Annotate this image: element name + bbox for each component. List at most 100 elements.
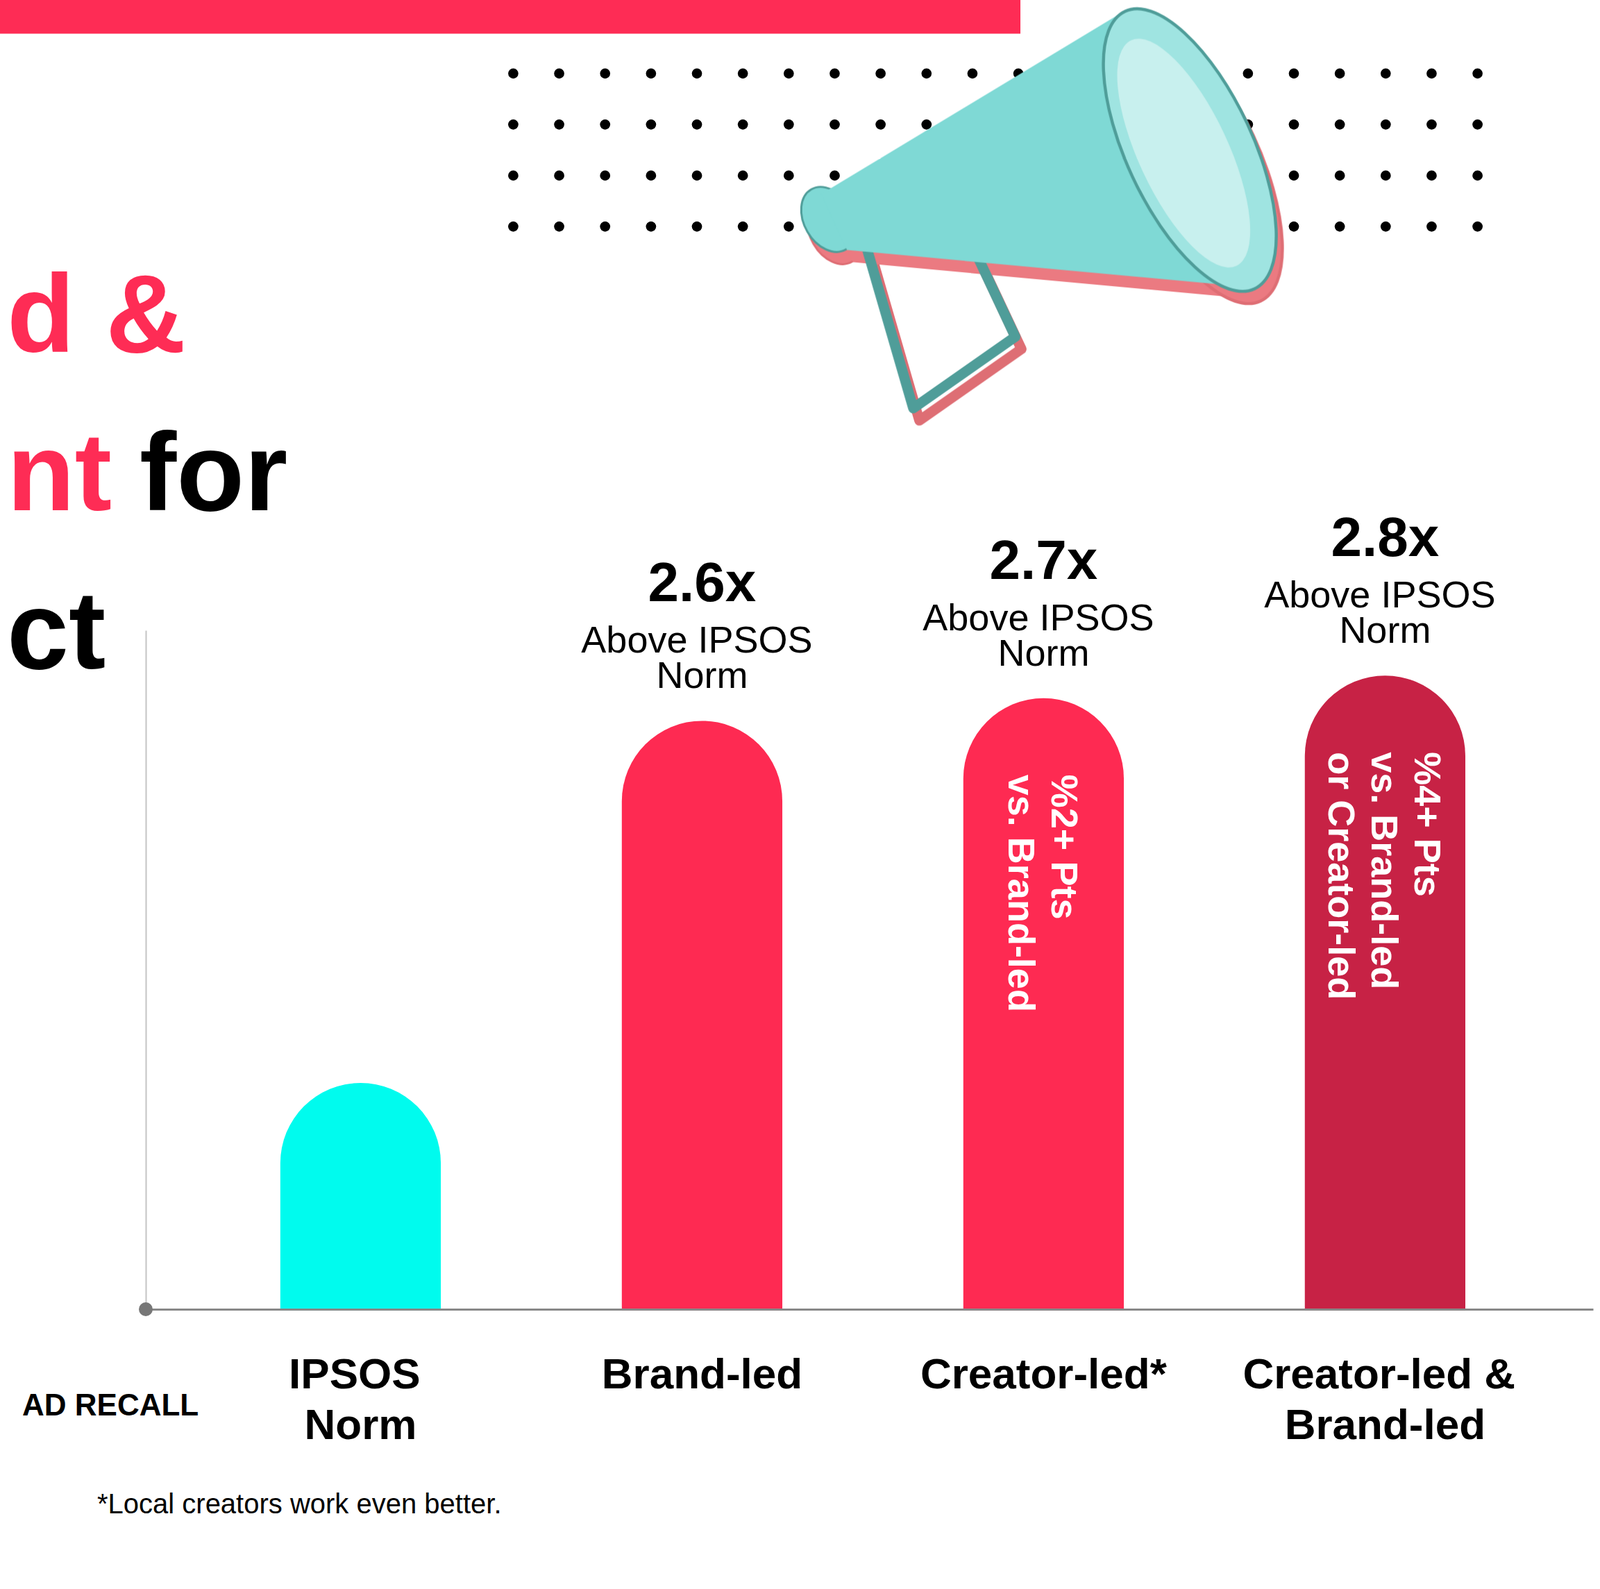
x-tick: Brand-led	[601, 1309, 803, 1398]
category-label: Creator-led & Brand-led	[1242, 1349, 1528, 1448]
dot	[737, 221, 749, 232]
bar	[963, 698, 1124, 1310]
annotation: Above IPSOS Norm	[922, 596, 1165, 674]
dot	[829, 119, 840, 130]
category-label-line: Norm	[304, 1400, 417, 1448]
dot	[1334, 170, 1346, 181]
dot	[783, 221, 795, 232]
bar-note: vs. Brand-led	[1000, 774, 1043, 1013]
bar-note: %2+ Pts	[1043, 774, 1086, 920]
megaphone-bracket	[867, 249, 1016, 409]
megaphone-mouth	[1067, 0, 1312, 316]
dot	[508, 170, 519, 181]
baseline	[146, 1308, 1594, 1311]
bars	[280, 675, 1466, 1310]
dot	[646, 68, 657, 79]
annotation-line: Norm	[997, 631, 1090, 674]
dot	[1426, 68, 1437, 79]
decoration	[0, 0, 1483, 421]
dot	[1334, 68, 1346, 79]
dot	[1289, 68, 1300, 79]
top-band	[0, 0, 1021, 35]
dot	[599, 119, 611, 130]
dot	[875, 68, 886, 79]
dot	[1380, 170, 1392, 181]
dot	[1289, 170, 1300, 181]
data-labels: 2.6x2.7x2.8xAbove IPSOS NormAbove IPSOS …	[580, 506, 1506, 1013]
dot	[967, 68, 979, 79]
category-label: IPSOS Norm	[288, 1349, 433, 1448]
annotation-line: Norm	[655, 653, 748, 696]
bar-note: or Creator-led	[1320, 751, 1363, 1000]
title-line: ntfor	[6, 409, 288, 534]
dot	[783, 119, 795, 130]
title-part: nt	[6, 409, 112, 534]
dot	[646, 170, 657, 181]
annotation-line: Norm	[1339, 608, 1431, 651]
x-tick: Creator-led*	[920, 1309, 1168, 1398]
title-part: ct	[6, 567, 106, 693]
y-axis-line	[145, 630, 148, 1310]
category-label-line: IPSOS	[288, 1349, 433, 1398]
category-label-line: Brand-led	[601, 1349, 803, 1398]
dot	[1334, 221, 1346, 232]
category-label: Brand-led	[601, 1349, 803, 1398]
dot	[783, 68, 795, 79]
data-label: 2.7x	[989, 528, 1099, 591]
dot	[1472, 119, 1483, 130]
dot	[1472, 68, 1483, 79]
dot	[1380, 119, 1392, 130]
dot	[1289, 119, 1300, 130]
dot	[875, 119, 886, 130]
x-tick: Creator-led & Brand-led	[1242, 1309, 1528, 1448]
y-label: AD RECALL	[22, 1387, 199, 1422]
y-axis	[145, 630, 147, 1310]
dot	[508, 221, 519, 232]
title-line: d &	[6, 251, 187, 376]
title-part: for	[139, 409, 288, 534]
dot	[783, 170, 795, 181]
dot	[1472, 221, 1483, 232]
dot	[599, 170, 611, 181]
dot	[1426, 119, 1437, 130]
dot	[646, 221, 657, 232]
category-label-line: Creator-led*	[920, 1349, 1168, 1398]
dot	[692, 119, 703, 130]
megaphone-inner	[1090, 21, 1278, 286]
category-label: Creator-led*	[920, 1349, 1168, 1398]
category-label-line: Creator-led &	[1242, 1349, 1528, 1398]
dot	[1289, 221, 1300, 232]
footnote: *Local creators work even better.	[97, 1488, 502, 1519]
bar	[280, 1082, 441, 1310]
dot	[1380, 221, 1392, 232]
dot	[1334, 119, 1346, 130]
bar	[1304, 675, 1466, 1310]
dot	[1242, 68, 1253, 79]
dot	[921, 119, 932, 130]
dot	[599, 68, 611, 79]
dot	[599, 221, 611, 232]
dot	[553, 221, 565, 232]
title-line: ct	[6, 567, 106, 693]
dot	[646, 119, 657, 130]
megaphone-shadow	[796, 0, 1319, 421]
dot	[553, 170, 565, 181]
annotation: Above IPSOS Norm	[1264, 573, 1506, 651]
dot	[1426, 170, 1437, 181]
category-label-line: Brand-led	[1284, 1400, 1486, 1448]
dot	[1380, 68, 1392, 79]
axis-dot	[138, 1302, 153, 1317]
dot	[1472, 170, 1483, 181]
annotation: Above IPSOS Norm	[580, 618, 823, 696]
bar	[621, 720, 783, 1310]
x-tick: IPSOS Norm	[288, 1309, 433, 1448]
dot	[508, 119, 519, 130]
data-label: 2.8x	[1331, 506, 1440, 568]
dot	[1426, 221, 1437, 232]
dot	[692, 68, 703, 79]
dot	[921, 68, 932, 79]
dot	[737, 68, 749, 79]
megaphone	[789, 0, 1312, 409]
bar-note: %4+ Pts	[1407, 751, 1449, 897]
x-axis: IPSOS Norm Brand-led Creator-led* Creator-l…	[146, 1309, 1594, 1448]
